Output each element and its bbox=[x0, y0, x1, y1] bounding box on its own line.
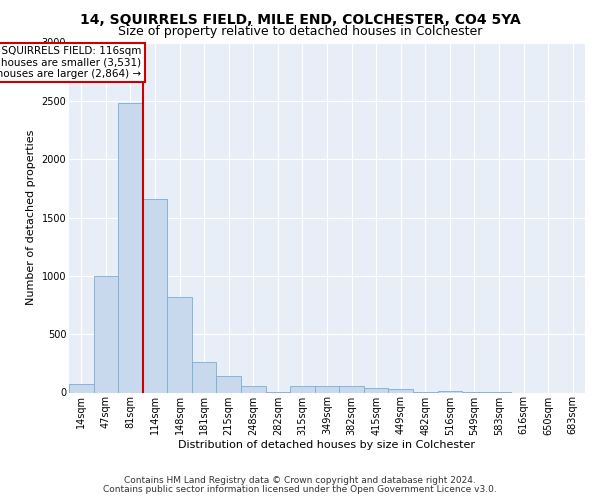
Bar bbox=[94, 276, 118, 392]
Bar bbox=[339, 386, 364, 392]
Bar bbox=[69, 384, 94, 392]
Bar bbox=[167, 297, 192, 392]
Text: 14, SQUIRRELS FIELD, MILE END, COLCHESTER, CO4 5YA: 14, SQUIRRELS FIELD, MILE END, COLCHESTE… bbox=[80, 12, 520, 26]
X-axis label: Distribution of detached houses by size in Colchester: Distribution of detached houses by size … bbox=[179, 440, 476, 450]
Y-axis label: Number of detached properties: Number of detached properties bbox=[26, 130, 36, 305]
Text: Contains public sector information licensed under the Open Government Licence v3: Contains public sector information licen… bbox=[103, 485, 497, 494]
Text: 14 SQUIRRELS FIELD: 116sqm
← 55% of detached houses are smaller (3,531)
44% of s: 14 SQUIRRELS FIELD: 116sqm ← 55% of deta… bbox=[0, 46, 142, 79]
Bar bbox=[241, 386, 266, 392]
Bar bbox=[118, 103, 143, 393]
Bar bbox=[143, 199, 167, 392]
Bar bbox=[364, 388, 388, 392]
Bar bbox=[388, 389, 413, 392]
Bar bbox=[217, 376, 241, 392]
Bar bbox=[315, 386, 339, 392]
Text: Contains HM Land Registry data © Crown copyright and database right 2024.: Contains HM Land Registry data © Crown c… bbox=[124, 476, 476, 485]
Bar bbox=[290, 386, 315, 392]
Text: Size of property relative to detached houses in Colchester: Size of property relative to detached ho… bbox=[118, 25, 482, 38]
Bar bbox=[192, 362, 217, 392]
